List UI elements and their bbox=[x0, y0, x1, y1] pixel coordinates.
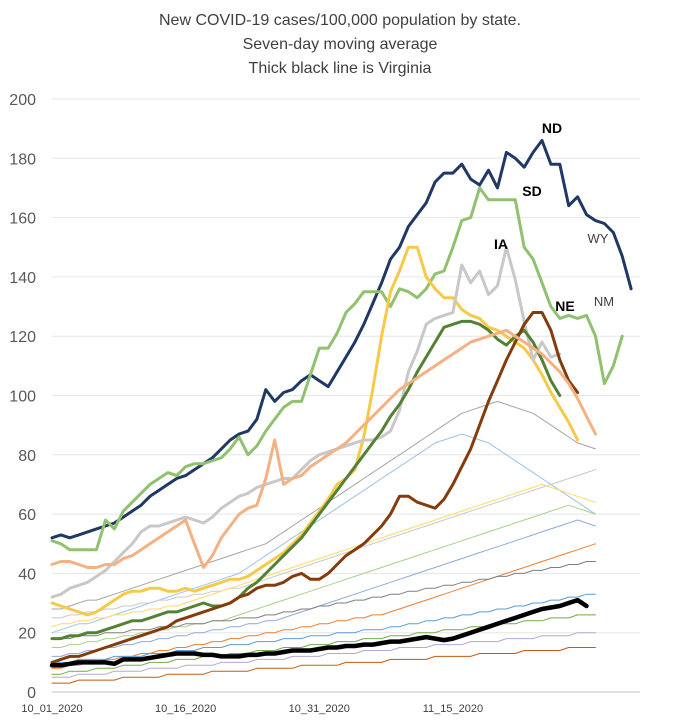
x-tick-label: 10_01_2020 bbox=[21, 703, 82, 715]
annotation-nm: NM bbox=[594, 294, 614, 309]
chart-container: New COVID-19 cases/100,000 population by… bbox=[0, 0, 680, 724]
y-tick-label: 20 bbox=[18, 626, 36, 643]
annotation-nd: ND bbox=[542, 120, 562, 136]
y-tick-label: 60 bbox=[18, 507, 36, 524]
annotation-ne: NE bbox=[555, 298, 574, 314]
y-tick-label: 0 bbox=[27, 685, 36, 702]
y-tick-label: 100 bbox=[9, 389, 36, 406]
x-tick-label: 11_15_2020 bbox=[423, 703, 483, 715]
series-line-sd bbox=[52, 188, 622, 550]
series-line-unnamed bbox=[52, 330, 596, 567]
background-series-line bbox=[52, 434, 596, 633]
annotation-ia: IA bbox=[494, 236, 508, 252]
y-tick-label: 180 bbox=[9, 151, 36, 168]
y-tick-label: 200 bbox=[9, 92, 36, 109]
series-line-wy bbox=[52, 247, 560, 597]
y-tick-label: 160 bbox=[9, 211, 36, 228]
line-chart-svg: 0 20 40 60 80 100 120 140 160 180 200 10_01_2020 10_… bbox=[0, 0, 680, 724]
annotation-sd: SD bbox=[522, 183, 541, 199]
y-tick-label: 140 bbox=[9, 270, 36, 287]
x-tick-label: 10_31_2020 bbox=[289, 703, 350, 715]
x-tick-label: 10_16_2020 bbox=[155, 703, 216, 715]
y-tick-label: 40 bbox=[18, 566, 36, 583]
y-tick-label: 120 bbox=[9, 329, 36, 346]
y-tick-label: 80 bbox=[18, 448, 36, 465]
annotation-wy: WY bbox=[588, 231, 609, 246]
series-line-nd bbox=[52, 141, 631, 538]
